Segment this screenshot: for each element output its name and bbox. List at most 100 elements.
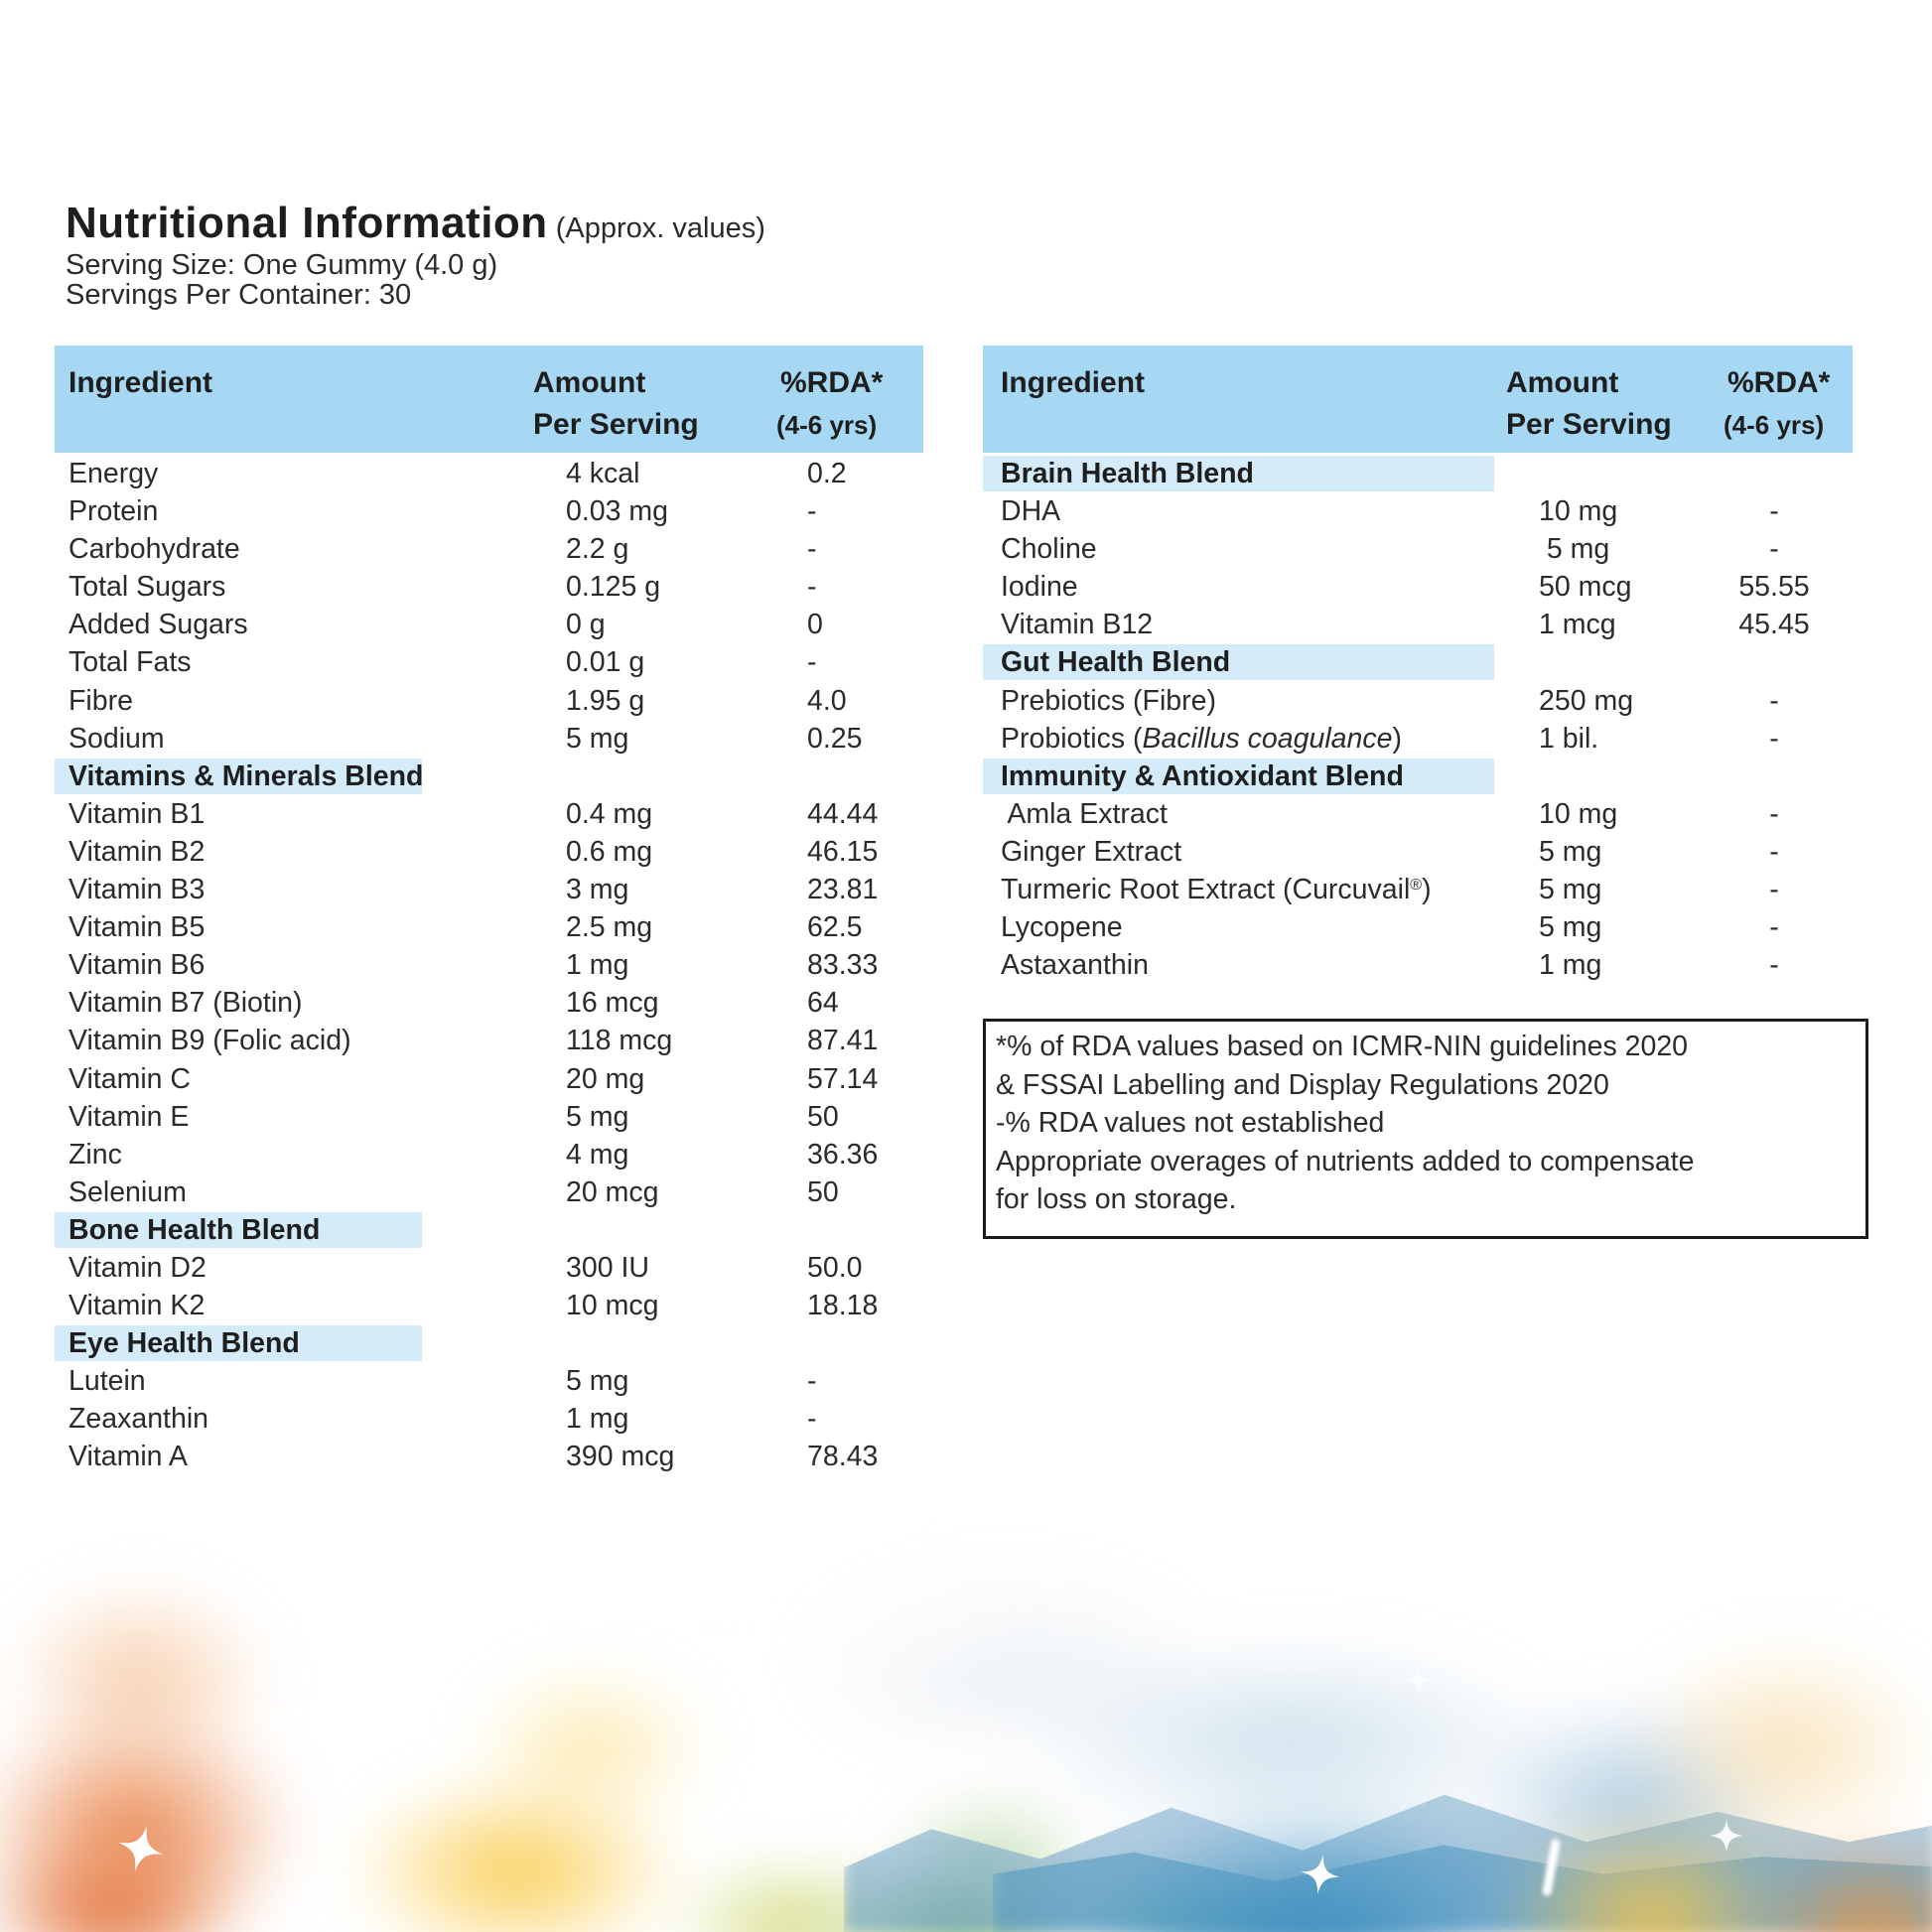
rda-value: 64	[807, 987, 839, 1020]
ingredient-name: Vitamin C	[69, 1062, 192, 1095]
ingredient-name: Vitamin B6	[69, 949, 206, 982]
amount-value: 2.2 g	[566, 533, 629, 566]
amount-value: 0.01 g	[566, 646, 645, 679]
amount-value: 118 mcg	[566, 1025, 673, 1057]
table-row: Prebiotics (Fibre) 250 mg -	[983, 682, 1853, 720]
title-approx-note: (Approx. values)	[547, 212, 765, 244]
amount-value: 4 mg	[566, 1138, 629, 1171]
rda-value: -	[1769, 797, 1779, 830]
rda-value: 50	[807, 1100, 839, 1133]
ingredient-name: Lycopene	[1001, 911, 1123, 944]
table-row: Selenium 20 mcg 50	[55, 1173, 923, 1211]
table-row: Astaxanthin 1 mg -	[983, 946, 1853, 984]
rda-value: -	[807, 533, 817, 566]
section-row: Eye Health Blend	[55, 1324, 923, 1362]
ingredient-name: Total Fats	[69, 646, 192, 679]
table-row: Vitamin B6 1 mg 83.33	[55, 946, 923, 984]
title-line: Nutritional Information (Approx. values)	[66, 199, 765, 248]
rda-value: 0.25	[807, 722, 863, 755]
table-row: Vitamin B1 0.4 mg 44.44	[55, 795, 923, 833]
table-row: Carbohydrate 2.2 g -	[55, 530, 923, 568]
table-row: Zeaxanthin 1 mg -	[55, 1400, 923, 1438]
section-title: Gut Health Blend	[1001, 646, 1231, 679]
serving-size: Serving Size: One Gummy (4.0 g)	[66, 249, 498, 281]
amount-value: 16 mcg	[566, 987, 659, 1020]
rda-value: 83.33	[807, 949, 879, 982]
column-header-amount: Amount Per Serving	[1506, 362, 1672, 446]
footnote-line: *% of RDA values based on ICMR-NIN guide…	[996, 1031, 1689, 1062]
table-row: Vitamin D2 300 IU 50.0	[55, 1249, 923, 1287]
ingredient-name: Vitamin A	[69, 1441, 188, 1473]
ingredient-name: DHA	[1001, 495, 1061, 528]
sparkle-icon	[1710, 1819, 1743, 1853]
amount-value: 20 mg	[566, 1062, 645, 1095]
table-row: Iodine 50 mcg 55.55	[983, 568, 1853, 606]
right-table-header: Ingredient Amount Per Serving %RDA* (4-6 y…	[983, 345, 1853, 453]
rda-value: -	[807, 1365, 817, 1398]
section-highlight	[983, 758, 1494, 794]
amount-value: 0.125 g	[566, 571, 661, 604]
table-row: Sodium 5 mg 0.25	[55, 720, 923, 758]
sparkle-icon	[1301, 1855, 1340, 1894]
amount-value: 50 mcg	[1539, 571, 1632, 604]
amount-value: 1 mg	[566, 1403, 629, 1436]
amount-value: 390 mcg	[566, 1441, 675, 1473]
ingredient-name: Lutein	[69, 1365, 146, 1398]
sparkle-icon	[1406, 1668, 1432, 1694]
amount-value: 20 mcg	[566, 1175, 659, 1208]
amount-value: 5 mg	[1539, 911, 1602, 944]
rda-value: 62.5	[807, 911, 863, 944]
amount-value: 0.03 mg	[566, 495, 668, 528]
ingredient-name: Vitamin B12	[1001, 609, 1154, 641]
ingredient-name: Added Sugars	[69, 609, 248, 641]
ingredient-name: Total Sugars	[69, 571, 226, 604]
section-row: Bone Health Blend	[55, 1211, 923, 1249]
rda-header-line2: (4-6 yrs)	[776, 410, 878, 440]
table-row: Vitamin B2 0.6 mg 46.15	[55, 833, 923, 871]
ingredient-name: Choline	[1001, 533, 1097, 566]
amount-value: 3 mg	[566, 874, 629, 906]
ingredient-name: Vitamin B1	[69, 797, 206, 830]
amount-value: 10 mg	[1539, 495, 1618, 528]
amount-value: 5 mg	[1539, 874, 1602, 906]
ingredient-name: Vitamin B7 (Biotin)	[69, 987, 303, 1020]
ingredient-name: Probiotics (Bacillus coagulance)	[1001, 722, 1402, 755]
footnote-line: Appropriate overages of nutrients added …	[996, 1145, 1695, 1177]
table-row: Ginger Extract 5 mg -	[983, 833, 1853, 871]
section-highlight	[55, 1211, 422, 1248]
footnote-box: *% of RDA values based on ICMR-NIN guide…	[983, 1019, 1868, 1239]
table-row: Probiotics (Bacillus coagulance) 1 bil. -	[983, 720, 1853, 758]
rda-header-line2: (4-6 yrs)	[1724, 410, 1825, 440]
column-header-ingredient: Ingredient	[1001, 366, 1146, 399]
rda-value: 50.0	[807, 1251, 863, 1284]
amount-value: 1 mcg	[1539, 609, 1616, 641]
rda-value: -	[1769, 911, 1779, 944]
left-table-header: Ingredient Amount Per Serving %RDA* (4-6 y…	[55, 345, 923, 453]
rda-value: 78.43	[807, 1441, 879, 1473]
table-row: Lutein 5 mg -	[55, 1362, 923, 1400]
ingredient-name: Amla Extract	[1001, 797, 1168, 830]
amount-value: 5 mg	[566, 722, 629, 755]
ingredient-name: Vitamin B9 (Folic acid)	[69, 1025, 351, 1057]
table-row: Vitamin C 20 mg 57.14	[55, 1060, 923, 1098]
amount-value: 5 mg	[1539, 835, 1602, 868]
amount-value: 1 mg	[566, 949, 629, 982]
page-title: Nutritional Information	[66, 199, 548, 247]
rda-value: 55.55	[1738, 571, 1810, 604]
column-header-rda: %RDA* (4-6 yrs)	[1724, 362, 1830, 446]
table-row: Fibre 1.95 g 4.0	[55, 682, 923, 720]
rda-value: -	[807, 571, 817, 604]
amount-value: 5 mg	[566, 1100, 629, 1133]
ingredient-name: Fibre	[69, 684, 133, 717]
ingredient-name: Vitamin D2	[69, 1251, 207, 1284]
rda-value: 87.41	[807, 1025, 879, 1057]
amount-value: 1 bil.	[1539, 722, 1599, 755]
rda-value: 45.45	[1738, 609, 1810, 641]
sparkle-icon	[117, 1825, 165, 1872]
ingredient-name: Vitamin B2	[69, 835, 206, 868]
amount-value: 1.95 g	[566, 684, 645, 717]
rda-value: -	[1769, 684, 1779, 717]
section-row: Vitamins & Minerals Blend	[55, 758, 923, 795]
table-row: DHA 10 mg -	[983, 492, 1853, 530]
